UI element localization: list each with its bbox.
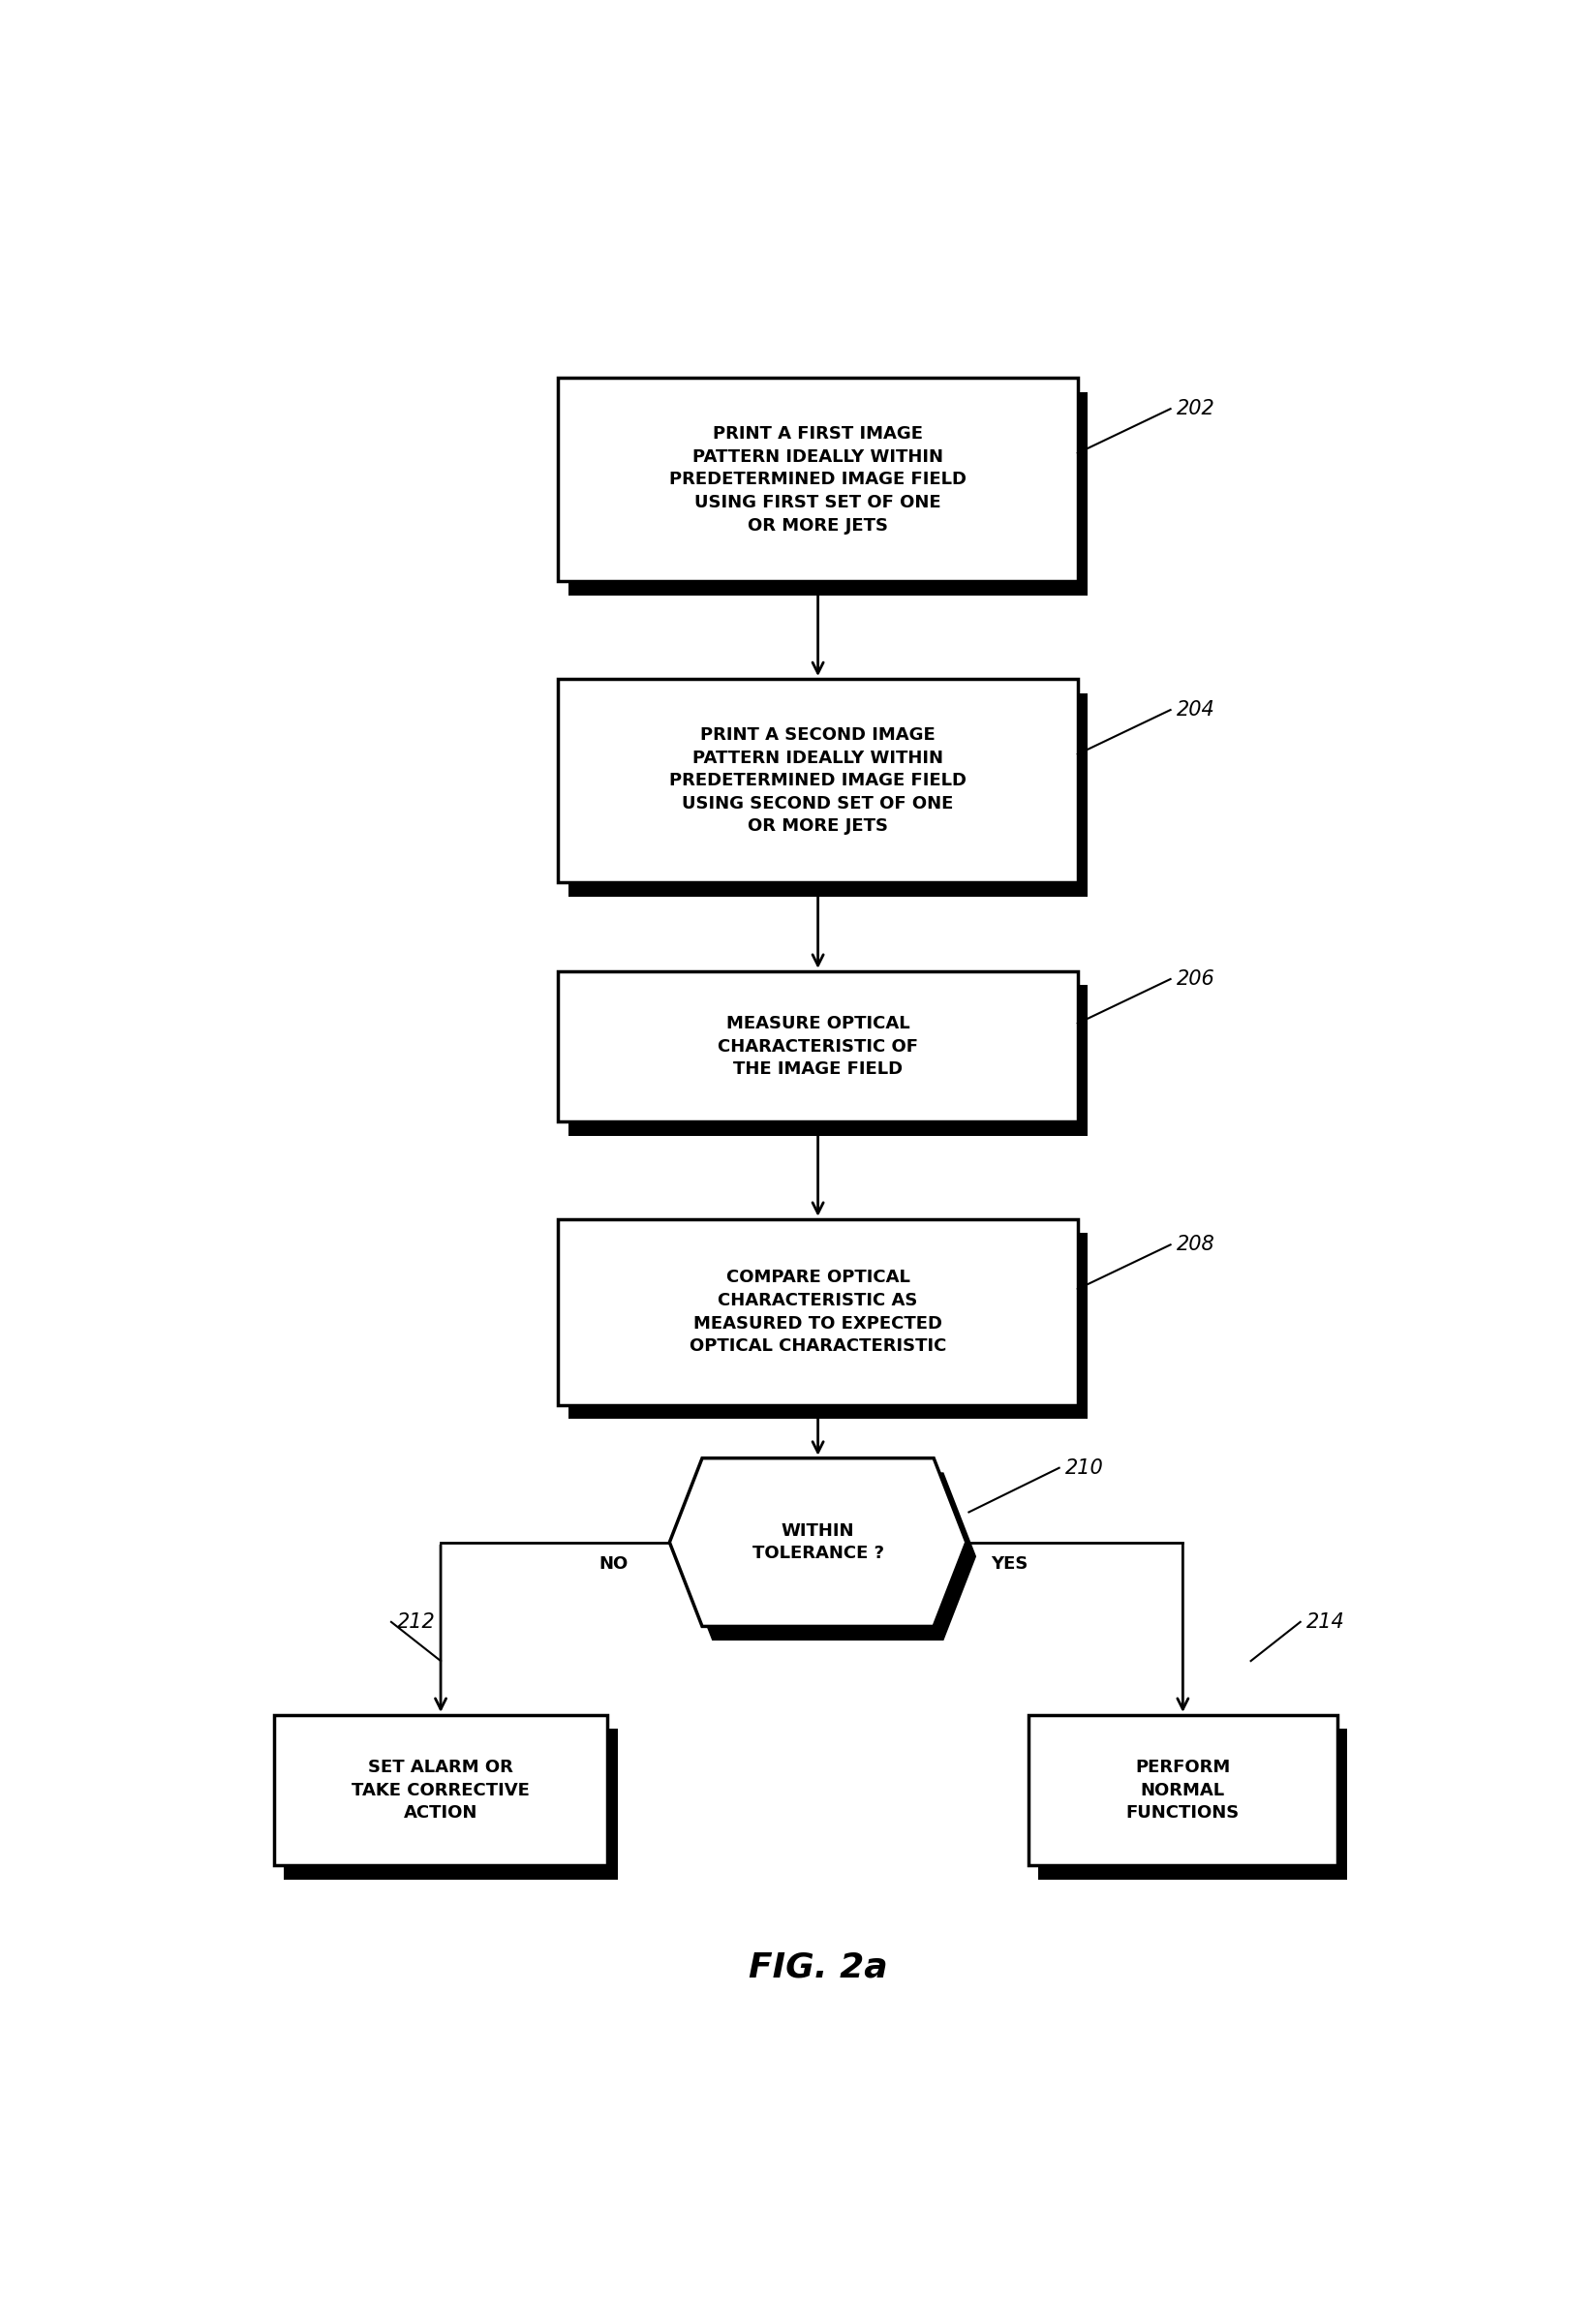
Text: COMPARE OPTICAL
CHARACTERISTIC AS
MEASURED TO EXPECTED
OPTICAL CHARACTERISTIC: COMPARE OPTICAL CHARACTERISTIC AS MEASUR… (689, 1270, 946, 1355)
Text: NO: NO (598, 1555, 629, 1573)
FancyBboxPatch shape (1037, 1730, 1347, 1879)
FancyBboxPatch shape (559, 971, 1077, 1122)
Text: 202: 202 (1176, 400, 1215, 419)
Polygon shape (680, 1472, 977, 1640)
Text: MEASURE OPTICAL
CHARACTERISTIC OF
THE IMAGE FIELD: MEASURE OPTICAL CHARACTERISTIC OF THE IM… (718, 1014, 918, 1079)
Text: 208: 208 (1176, 1235, 1215, 1254)
Text: 212: 212 (397, 1612, 436, 1631)
Text: FIG. 2a: FIG. 2a (749, 1950, 887, 1985)
FancyBboxPatch shape (284, 1730, 618, 1879)
Text: 210: 210 (1065, 1458, 1104, 1477)
Text: YES: YES (991, 1555, 1028, 1573)
Text: PRINT A FIRST IMAGE
PATTERN IDEALLY WITHIN
PREDETERMINED IMAGE FIELD
USING FIRST: PRINT A FIRST IMAGE PATTERN IDEALLY WITH… (669, 426, 967, 534)
Text: 204: 204 (1176, 699, 1215, 720)
Polygon shape (670, 1458, 966, 1626)
Text: 206: 206 (1176, 968, 1215, 989)
Text: PRINT A SECOND IMAGE
PATTERN IDEALLY WITHIN
PREDETERMINED IMAGE FIELD
USING SECO: PRINT A SECOND IMAGE PATTERN IDEALLY WIT… (669, 727, 967, 835)
Text: SET ALARM OR
TAKE CORRECTIVE
ACTION: SET ALARM OR TAKE CORRECTIVE ACTION (351, 1760, 530, 1822)
Text: PERFORM
NORMAL
FUNCTIONS: PERFORM NORMAL FUNCTIONS (1127, 1760, 1240, 1822)
FancyBboxPatch shape (568, 984, 1087, 1136)
FancyBboxPatch shape (559, 377, 1077, 582)
FancyBboxPatch shape (559, 1219, 1077, 1405)
FancyBboxPatch shape (568, 692, 1087, 897)
FancyBboxPatch shape (568, 391, 1087, 596)
Text: 214: 214 (1307, 1612, 1345, 1631)
FancyBboxPatch shape (1028, 1716, 1337, 1865)
Text: WITHIN
TOLERANCE ?: WITHIN TOLERANCE ? (752, 1523, 884, 1562)
FancyBboxPatch shape (275, 1716, 608, 1865)
FancyBboxPatch shape (559, 678, 1077, 883)
FancyBboxPatch shape (568, 1233, 1087, 1419)
